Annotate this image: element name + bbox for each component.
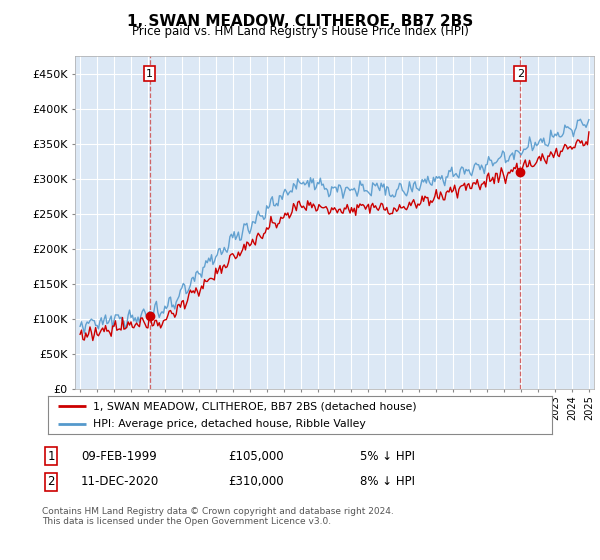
Text: 1, SWAN MEADOW, CLITHEROE, BB7 2BS: 1, SWAN MEADOW, CLITHEROE, BB7 2BS (127, 14, 473, 29)
Text: 11-DEC-2020: 11-DEC-2020 (81, 475, 159, 488)
Text: £310,000: £310,000 (228, 475, 284, 488)
Text: 1: 1 (47, 450, 55, 463)
Text: 5% ↓ HPI: 5% ↓ HPI (360, 450, 415, 463)
Text: £105,000: £105,000 (228, 450, 284, 463)
Text: 1: 1 (146, 68, 153, 78)
Text: 2: 2 (517, 68, 524, 78)
Text: 1, SWAN MEADOW, CLITHEROE, BB7 2BS (detached house): 1, SWAN MEADOW, CLITHEROE, BB7 2BS (deta… (94, 401, 417, 411)
Text: HPI: Average price, detached house, Ribble Valley: HPI: Average price, detached house, Ribb… (94, 419, 366, 430)
Text: 2: 2 (47, 475, 55, 488)
Text: 09-FEB-1999: 09-FEB-1999 (81, 450, 157, 463)
Text: Price paid vs. HM Land Registry's House Price Index (HPI): Price paid vs. HM Land Registry's House … (131, 25, 469, 38)
Text: Contains HM Land Registry data © Crown copyright and database right 2024.
This d: Contains HM Land Registry data © Crown c… (42, 507, 394, 526)
Text: 8% ↓ HPI: 8% ↓ HPI (360, 475, 415, 488)
